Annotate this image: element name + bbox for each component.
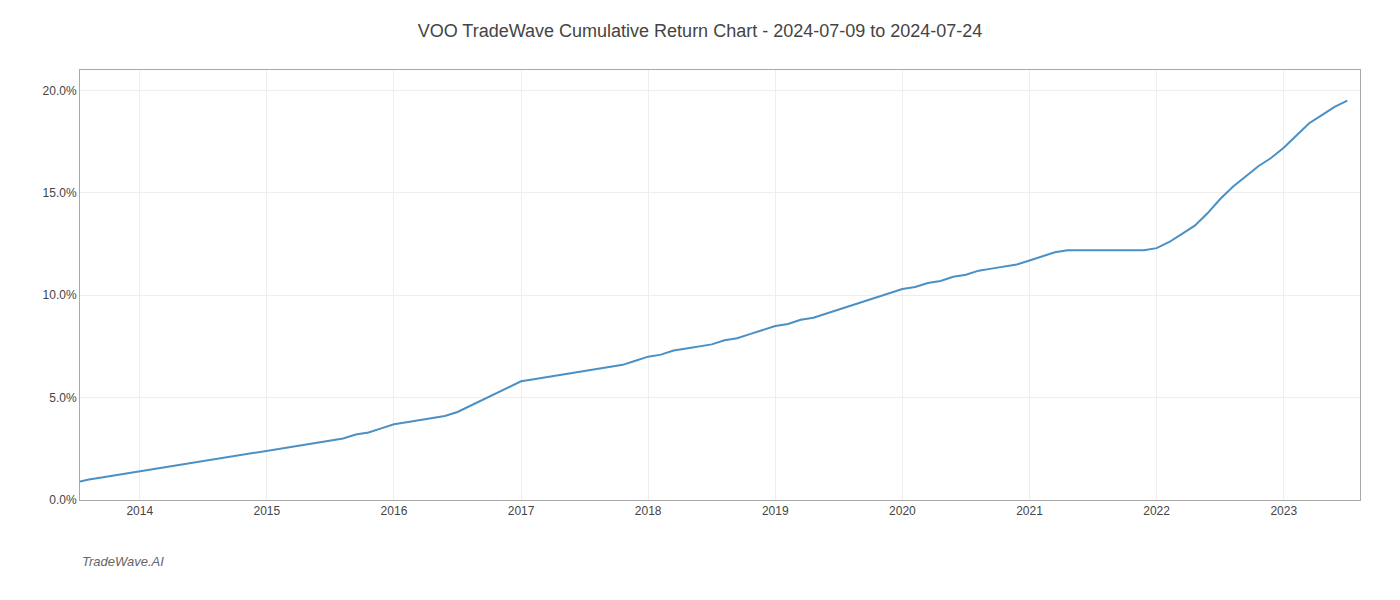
svg-text:2019: 2019: [762, 504, 789, 518]
svg-text:VOO TradeWave Cumulative Retur: VOO TradeWave Cumulative Return Chart - …: [418, 21, 983, 41]
svg-text:0.0%: 0.0%: [49, 493, 77, 507]
svg-text:2021: 2021: [1016, 504, 1043, 518]
svg-text:2023: 2023: [1270, 504, 1297, 518]
svg-text:5.0%: 5.0%: [49, 391, 77, 405]
svg-text:2014: 2014: [126, 504, 153, 518]
svg-text:15.0%: 15.0%: [43, 186, 77, 200]
svg-text:2022: 2022: [1143, 504, 1170, 518]
svg-text:10.0%: 10.0%: [43, 288, 77, 302]
svg-text:2016: 2016: [381, 504, 408, 518]
svg-text:2020: 2020: [889, 504, 916, 518]
svg-text:20.0%: 20.0%: [43, 84, 77, 98]
svg-text:TradeWave.AI: TradeWave.AI: [82, 554, 164, 569]
svg-text:2018: 2018: [635, 504, 662, 518]
svg-text:2017: 2017: [508, 504, 535, 518]
svg-text:2015: 2015: [253, 504, 280, 518]
